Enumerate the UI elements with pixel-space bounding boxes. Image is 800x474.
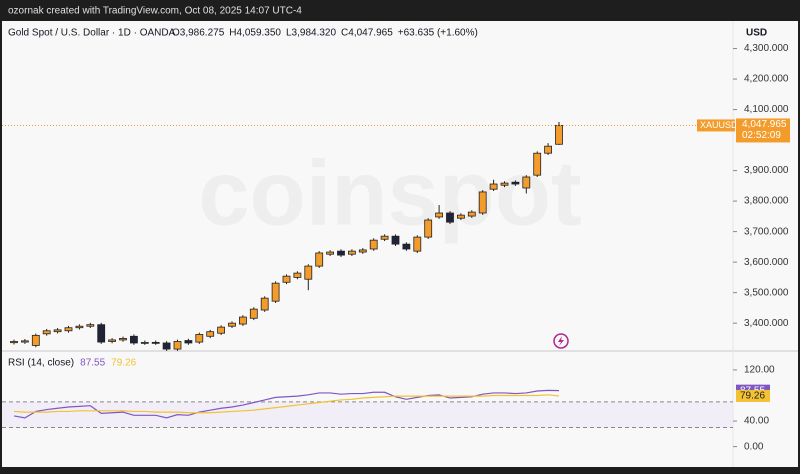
ohlc-label: L3,984.320 xyxy=(286,28,336,39)
candle-body xyxy=(217,326,226,334)
candle-body xyxy=(555,125,563,145)
watermark: coinspot xyxy=(198,142,581,244)
candle-body xyxy=(108,339,116,342)
candle-body xyxy=(522,176,531,189)
candle-body xyxy=(140,341,149,344)
candle-body xyxy=(391,235,400,245)
candle-body xyxy=(315,252,324,267)
candle-body xyxy=(467,211,476,217)
candle-body xyxy=(64,327,73,332)
candle-body xyxy=(195,334,204,343)
candle-body xyxy=(97,324,106,343)
value-tag xyxy=(736,389,770,402)
candle-body xyxy=(511,181,520,185)
rsi-title: RSI (14, close) xyxy=(8,358,74,369)
candle-body xyxy=(358,249,367,253)
y-tick-label: 120.00 xyxy=(744,365,775,376)
rsi-line xyxy=(13,389,560,419)
ohlc-label: O3,986.275 xyxy=(172,28,225,39)
price-tag xyxy=(736,118,790,143)
candle-body xyxy=(413,236,422,252)
candle-body xyxy=(129,335,138,344)
attribution: ozornak created with TradingView.com, Oc… xyxy=(8,6,302,17)
candle-body xyxy=(478,191,487,214)
y-tick-label: 3,900.000 xyxy=(744,165,789,176)
candle-body xyxy=(173,341,182,350)
y-tick-label: 3,800.000 xyxy=(744,196,789,207)
candle-body xyxy=(326,251,335,255)
candle-body xyxy=(293,272,302,278)
candle-body xyxy=(402,243,411,250)
chart-area xyxy=(2,21,798,467)
candle-body xyxy=(424,219,433,238)
candle-body xyxy=(271,282,280,302)
candle-body xyxy=(544,145,552,154)
y-tick-label: 4,300.000 xyxy=(744,43,789,54)
change-label: +63.635 (+1.60%) xyxy=(398,28,478,39)
y-tick-label: 3,500.000 xyxy=(744,287,789,298)
y-tick-label: 4,200.000 xyxy=(744,74,789,85)
candle-body xyxy=(260,297,269,311)
ohlc-label: C4,047.965 xyxy=(341,28,393,39)
candle-body xyxy=(53,329,62,333)
candle-body xyxy=(20,340,29,343)
last-price: 4,047.965 xyxy=(742,119,787,130)
candle-body xyxy=(337,250,345,256)
candle-body xyxy=(489,183,498,190)
event-icon xyxy=(553,333,569,349)
y-tick-label: 3,700.000 xyxy=(744,226,789,237)
countdown: 02:52:09 xyxy=(742,130,781,141)
candle-body xyxy=(369,239,378,250)
candle-body xyxy=(10,341,18,344)
candle-body xyxy=(238,316,247,325)
candle-body xyxy=(380,235,389,240)
y-tick-label: 3,600.000 xyxy=(744,257,789,268)
candle-body xyxy=(184,340,193,344)
candle-body xyxy=(347,250,356,255)
candle-body xyxy=(249,308,258,319)
top-bar xyxy=(0,0,800,20)
candle-body xyxy=(42,330,51,335)
candle-body xyxy=(533,152,542,176)
candle-body xyxy=(119,338,127,341)
legend-value: 87.55 xyxy=(80,358,105,369)
candle-body xyxy=(162,342,171,350)
symbol-tag xyxy=(697,119,735,132)
candle-body xyxy=(31,334,40,346)
candle-body xyxy=(304,265,313,280)
candle-body xyxy=(228,322,236,327)
candle-body xyxy=(151,341,160,344)
y-tick-label: 40.00 xyxy=(744,416,769,427)
y-tick-label: 3,400.000 xyxy=(744,318,789,329)
y-tick-label: 0.00 xyxy=(744,441,764,452)
candle-body xyxy=(282,275,291,283)
y-tick-label: 4,100.000 xyxy=(744,104,789,115)
value-tag-label: 79.26 xyxy=(740,391,765,402)
rsi-band xyxy=(2,401,733,428)
candle-body xyxy=(435,212,444,218)
title: Gold Spot / U.S. Dollar · 1D · OANDA xyxy=(8,28,176,39)
ohlc-label: H4,059.350 xyxy=(229,28,281,39)
candle-body xyxy=(500,182,509,186)
candle-body xyxy=(86,324,95,327)
candle-body xyxy=(75,325,84,329)
candle-body xyxy=(206,331,215,337)
symbol: XAUUSD xyxy=(700,120,738,130)
candle-body xyxy=(456,214,465,219)
candle-body xyxy=(446,212,454,223)
legend-value: 79.26 xyxy=(111,358,136,369)
rsi-line xyxy=(13,394,560,414)
currency: USD xyxy=(746,28,767,39)
